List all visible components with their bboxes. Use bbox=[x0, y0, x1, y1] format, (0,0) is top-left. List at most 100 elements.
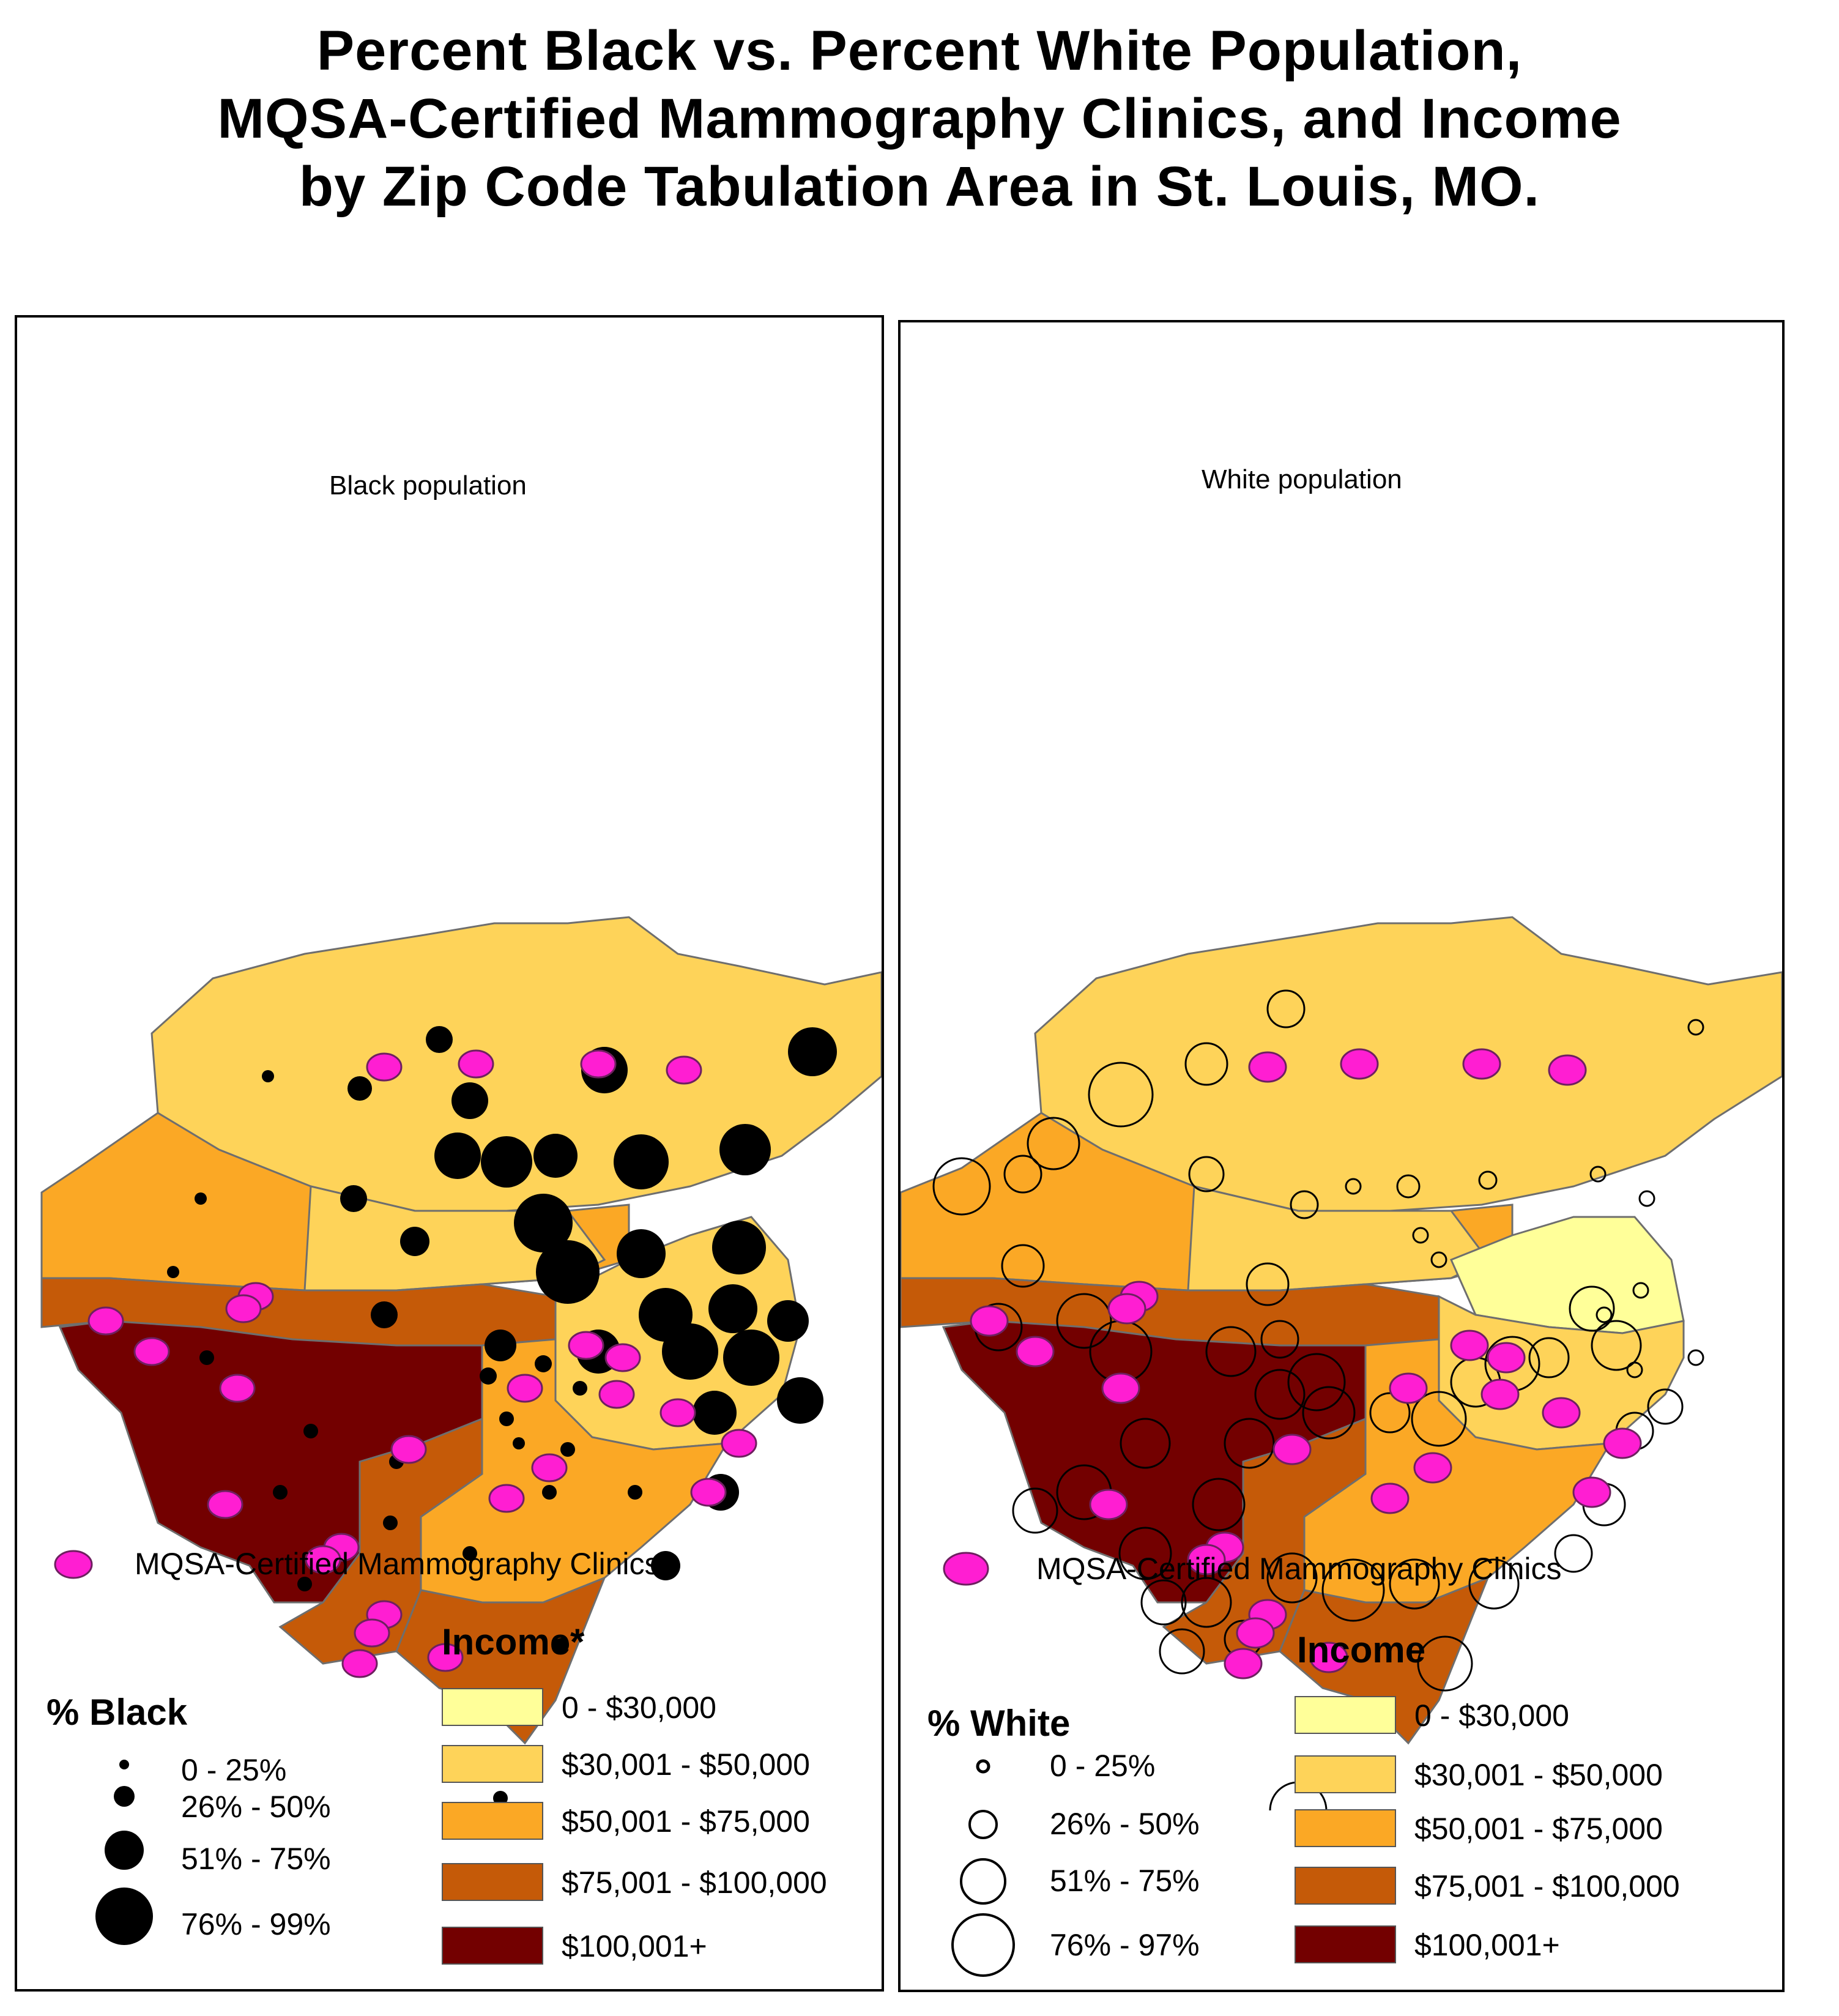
white-pct-circle bbox=[1140, 1579, 1187, 1626]
white-pct-circle bbox=[1430, 1251, 1447, 1268]
income-label-75-100k: $75,001 - $100,000 bbox=[1414, 1869, 1680, 1903]
black-pct-circle bbox=[719, 1124, 771, 1175]
income-label-50-75k: $50,001 - $75,000 bbox=[1414, 1812, 1663, 1846]
white-pct-circle bbox=[1246, 1262, 1290, 1306]
white-pct-circle bbox=[1528, 1337, 1570, 1378]
black-pct-circle bbox=[554, 1638, 569, 1653]
white-pct-circle bbox=[932, 1157, 991, 1216]
white-pct-circle bbox=[1266, 989, 1306, 1028]
black-pct-circle bbox=[614, 1134, 669, 1189]
clinic-marker bbox=[1309, 1642, 1348, 1673]
white-pct-circle bbox=[1389, 1558, 1440, 1610]
black-pct-circle bbox=[514, 1194, 573, 1252]
black-pct-circle bbox=[499, 1412, 514, 1426]
income-swatch-75-100k bbox=[442, 1863, 543, 1901]
clinic-symbols bbox=[970, 1048, 1642, 1679]
clinic-marker bbox=[604, 1343, 641, 1372]
pct-white-label-3: 51% - 75% bbox=[1050, 1864, 1200, 1898]
clinic-marker bbox=[1248, 1051, 1287, 1083]
black-pct-circle bbox=[199, 1350, 214, 1365]
clinic-marker bbox=[1413, 1452, 1452, 1484]
income-zones bbox=[40, 916, 882, 1745]
black-pct-circle bbox=[542, 1485, 557, 1500]
income-swatch-50-75k bbox=[442, 1802, 543, 1840]
pct-black-label-1: 0 - 25% bbox=[181, 1753, 287, 1787]
pct-black-label-2: 26% - 50% bbox=[181, 1790, 331, 1824]
panel-subtitle: White population bbox=[1202, 464, 1402, 494]
white-pct-circle bbox=[1003, 1155, 1042, 1194]
black-pct-circle bbox=[481, 1136, 532, 1188]
white-pct-circle bbox=[1411, 1391, 1467, 1447]
income-swatch-30-50k bbox=[1295, 1755, 1396, 1793]
white-population-panel: White population MQSA-Certified Mammogra… bbox=[898, 320, 1785, 1992]
white-pct-circle bbox=[1554, 1534, 1593, 1573]
pct-white-symbols bbox=[951, 1759, 1015, 1977]
clinic-marker bbox=[1089, 1489, 1128, 1520]
black-pct-circle bbox=[723, 1330, 779, 1386]
income-swatch-75-100k bbox=[1295, 1867, 1396, 1905]
white-pct-circle bbox=[1345, 1178, 1362, 1195]
clinic-marker bbox=[666, 1055, 702, 1085]
white-pct-circle bbox=[1088, 1062, 1154, 1128]
st-louis-map-white bbox=[901, 916, 1782, 1810]
black-pct-circle bbox=[262, 1070, 274, 1082]
pct-black-label-3: 51% - 75% bbox=[181, 1842, 331, 1876]
black-pct-circle bbox=[767, 1300, 809, 1342]
clinic-marker bbox=[1272, 1434, 1312, 1465]
black-pct-circle bbox=[533, 1134, 578, 1178]
clinic-marker bbox=[568, 1331, 604, 1360]
clinic-marker bbox=[1603, 1427, 1642, 1459]
white-pct-circle bbox=[1188, 1156, 1225, 1192]
income-label-30-50k: $30,001 - $50,000 bbox=[562, 1747, 810, 1782]
clinic-marker bbox=[1487, 1342, 1526, 1374]
white-pct-circle bbox=[1120, 1418, 1171, 1469]
clinic-symbols bbox=[87, 1049, 757, 1678]
clinic-marker bbox=[341, 1649, 378, 1678]
black-pct-circle bbox=[712, 1221, 766, 1274]
clinic-marker bbox=[133, 1337, 170, 1366]
black-pct-circle bbox=[303, 1424, 318, 1438]
black-pct-circle bbox=[651, 1551, 680, 1580]
clinic-marker bbox=[1572, 1476, 1611, 1508]
clinic-marker bbox=[354, 1618, 390, 1648]
black-pct-circle bbox=[560, 1442, 575, 1457]
income-swatch-30-50k bbox=[442, 1745, 543, 1783]
income-swatch-100k-plus bbox=[442, 1927, 543, 1965]
white-pct-circle bbox=[1478, 1170, 1498, 1190]
white-pct-circle bbox=[1632, 1282, 1649, 1299]
black-pct-circle bbox=[195, 1192, 207, 1205]
white-pct-circle bbox=[1412, 1227, 1429, 1244]
black-pct-circle bbox=[617, 1229, 666, 1278]
clinic-marker bbox=[207, 1490, 243, 1519]
white-pct-circle bbox=[1468, 1558, 1520, 1610]
income-label-0-30k: 0 - $30,000 bbox=[562, 1691, 716, 1725]
clinic-marker bbox=[427, 1643, 464, 1672]
clinic-legend-symbol bbox=[54, 1550, 93, 1579]
white-pct-circle bbox=[1596, 1306, 1613, 1323]
income-label-0-30k: 0 - $30,000 bbox=[1414, 1698, 1569, 1733]
clinic-marker bbox=[1107, 1293, 1146, 1325]
income-label-100k-plus: $100,001+ bbox=[562, 1929, 707, 1963]
black-pct-circle bbox=[573, 1381, 587, 1396]
black-pct-circle bbox=[340, 1185, 367, 1212]
clinic-marker bbox=[1542, 1397, 1581, 1429]
black-pct-circle bbox=[693, 1391, 737, 1435]
black-pct-circle bbox=[485, 1330, 516, 1361]
white-pct-circle bbox=[1647, 1388, 1684, 1425]
clinic-marker bbox=[1224, 1648, 1263, 1679]
white-pct-circle bbox=[1589, 1166, 1607, 1183]
clinic-legend-label: MQSA-Certified Mammography Clinics bbox=[135, 1547, 660, 1581]
income-swatch-100k-plus bbox=[1295, 1925, 1396, 1963]
black-pct-circle bbox=[662, 1323, 718, 1380]
white-pct-circle bbox=[1290, 1190, 1319, 1219]
clinic-marker bbox=[225, 1294, 262, 1323]
pct-white-label-2: 26% - 50% bbox=[1050, 1807, 1200, 1841]
white-pct-circle bbox=[1254, 1369, 1306, 1420]
st-louis-map-black bbox=[40, 916, 882, 1806]
white-pct-circle bbox=[1224, 1418, 1275, 1469]
black-pct-circle bbox=[463, 1546, 477, 1561]
black-pct-circle bbox=[513, 1437, 525, 1449]
white-pct-circle bbox=[1205, 1326, 1257, 1377]
white-pct-circle bbox=[1687, 1349, 1704, 1366]
clinic-marker bbox=[488, 1484, 525, 1513]
